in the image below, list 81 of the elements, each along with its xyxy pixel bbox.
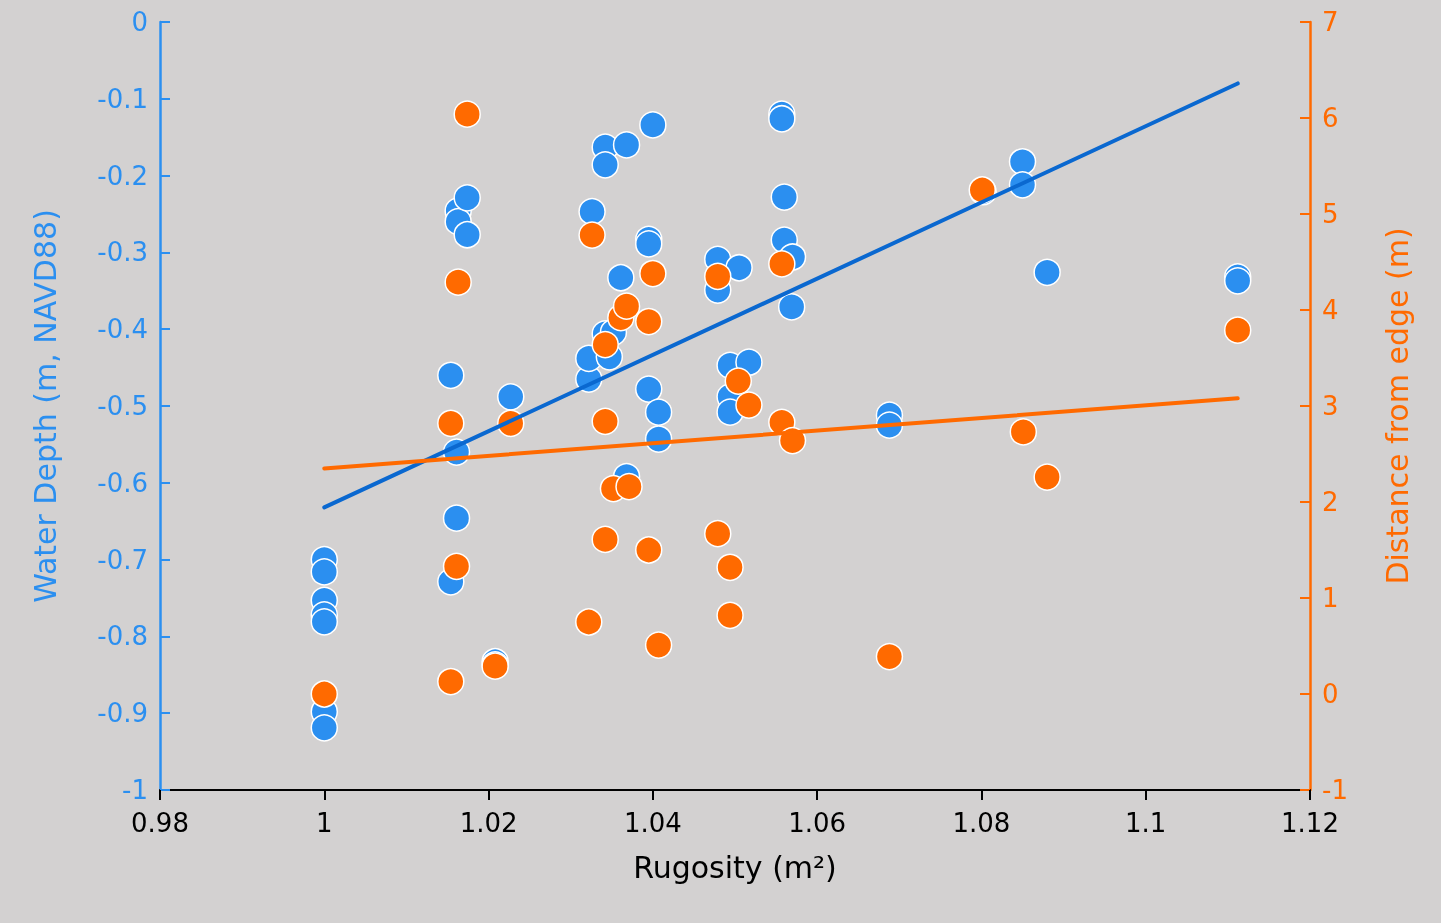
point — [591, 525, 619, 554]
point — [724, 367, 753, 395]
point — [437, 361, 465, 390]
point — [704, 262, 732, 291]
point — [644, 398, 673, 426]
point — [612, 131, 641, 159]
point — [591, 330, 619, 359]
y2-tick-label: 7 — [1322, 7, 1339, 37]
x-tick-label: 1 — [316, 808, 333, 838]
point — [635, 307, 663, 336]
point — [768, 105, 796, 133]
point — [635, 230, 663, 258]
point — [310, 714, 339, 742]
point — [612, 292, 641, 320]
y-tick-label: -0.5 — [97, 391, 148, 421]
y2-axis-title: Distance from edge (m) — [1379, 227, 1415, 585]
point — [725, 254, 753, 282]
y2-tick-label: 0 — [1322, 679, 1339, 709]
point — [591, 151, 619, 179]
point — [591, 407, 619, 436]
y-tick-label: -0.9 — [97, 698, 148, 729]
point — [615, 472, 643, 501]
x-tick-label: 0.98 — [131, 808, 189, 838]
point — [453, 220, 481, 249]
y-tick-label: -0.1 — [97, 83, 148, 114]
point — [1033, 463, 1061, 491]
point — [575, 608, 603, 636]
point — [453, 184, 481, 212]
point — [735, 391, 763, 419]
point — [310, 608, 339, 636]
point — [777, 293, 806, 321]
point — [716, 553, 744, 582]
point — [497, 383, 525, 411]
point — [437, 667, 465, 696]
point — [639, 259, 667, 288]
y2-tick-label: -1 — [1322, 775, 1348, 805]
point — [768, 250, 796, 278]
x-axis-title: Rugosity (m²) — [633, 849, 837, 885]
y-tick-label: -0.7 — [97, 544, 148, 575]
point — [1008, 148, 1037, 176]
y2-tick-label: 2 — [1322, 487, 1339, 517]
y-tick-label: -0.8 — [97, 621, 148, 652]
point — [442, 504, 471, 532]
y-axis-title: Water Depth (m, NAVD88) — [27, 209, 63, 603]
point — [1009, 418, 1038, 446]
y2-tick-label: 5 — [1322, 199, 1339, 229]
point — [704, 519, 732, 548]
point — [1223, 316, 1252, 344]
point — [578, 197, 606, 226]
x-tick-label: 1.04 — [623, 808, 682, 838]
point — [310, 558, 339, 586]
point — [716, 601, 744, 630]
point — [437, 409, 465, 438]
point — [442, 552, 471, 581]
point — [607, 264, 635, 292]
y-tick-label: -1 — [122, 775, 148, 805]
y2-tick-label: 1 — [1322, 583, 1339, 613]
y-tick-label: -0.6 — [97, 467, 148, 498]
y2-tick-label: 3 — [1322, 391, 1339, 421]
point — [310, 680, 339, 708]
x-tick-label: 1.12 — [1281, 808, 1339, 838]
point — [578, 221, 606, 249]
x-tick-label: 1.06 — [788, 808, 847, 838]
x-tick-label: 1.02 — [459, 808, 518, 838]
point — [453, 100, 481, 128]
point — [875, 642, 904, 671]
point — [770, 183, 799, 211]
point — [444, 268, 472, 296]
x-tick-label: 1.08 — [952, 808, 1011, 838]
y2-tick-label: 4 — [1322, 295, 1339, 325]
point — [635, 536, 663, 564]
y-tick-label: -0.4 — [97, 314, 148, 345]
point — [639, 111, 667, 139]
point — [1033, 258, 1061, 287]
y-tick-label: 0 — [131, 7, 148, 37]
point — [635, 375, 663, 403]
point — [644, 631, 673, 659]
y-tick-label: -0.2 — [97, 160, 148, 191]
x-tick-label: 1.1 — [1125, 808, 1167, 838]
y-tick-label: -0.3 — [97, 237, 148, 268]
y2-tick-label: 6 — [1322, 103, 1339, 133]
